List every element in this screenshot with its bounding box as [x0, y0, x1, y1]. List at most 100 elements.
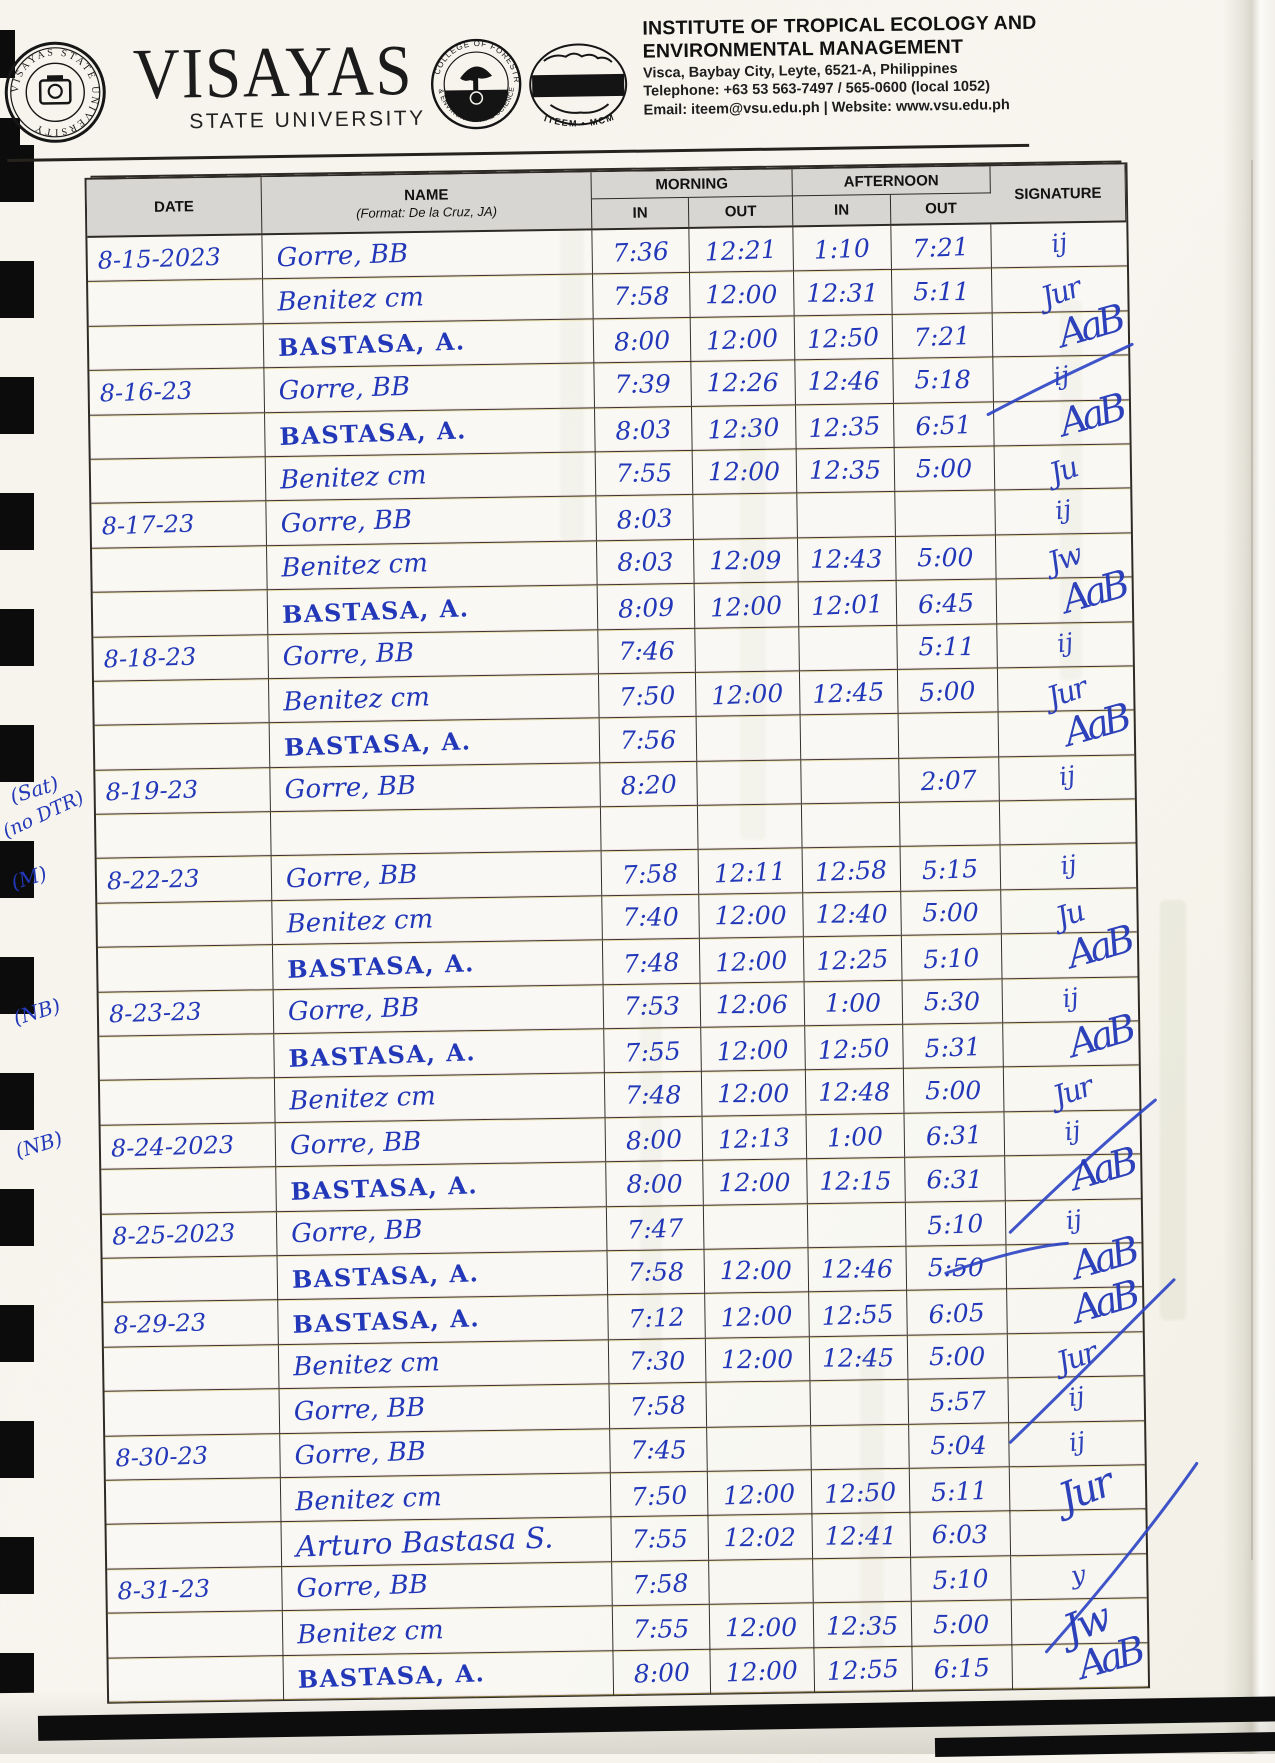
- morning-out-cell: 12:00: [709, 1603, 815, 1651]
- morning-in-value: 7:58: [629, 1390, 687, 1422]
- header-out-label: OUT: [925, 199, 958, 218]
- afternoon-in-value: 12:31: [806, 278, 879, 308]
- morning-out-cell: [695, 626, 800, 672]
- signature-cell: Jur: [1004, 1066, 1140, 1114]
- afternoon-out-value: 5:04: [930, 1430, 988, 1460]
- name-cell: BASTASA, A.: [269, 718, 601, 768]
- afternoon-in-cell: 12:25: [803, 936, 903, 982]
- afternoon-in-cell: 12:46: [808, 1246, 908, 1293]
- morning-in-cell: 7:58: [607, 1249, 706, 1296]
- date-value: 8-24-2023: [110, 1130, 235, 1163]
- morning-in-cell: 7:58: [612, 1560, 710, 1606]
- morning-out-cell: 12:00: [701, 1070, 807, 1116]
- morning-in-cell: 8:20: [600, 761, 698, 807]
- date-value: 8-29-23: [113, 1308, 207, 1340]
- signature-scrawl: ij: [1054, 627, 1075, 659]
- morning-in-value: 7:30: [628, 1346, 686, 1376]
- morning-out-value: 12:26: [707, 368, 780, 398]
- name-cell: Gorre, BB: [280, 1428, 611, 1478]
- date-cell: [90, 457, 267, 504]
- header-signature-label: SIGNATURE: [1014, 184, 1102, 203]
- date-cell: [92, 545, 268, 592]
- afternoon-out-value: 6:51: [915, 410, 973, 442]
- date-cell: [108, 1655, 285, 1703]
- morning-out-value: 12:00: [711, 678, 785, 711]
- date-cell: (Sat) 8-19-23: [7, 767, 271, 814]
- morning-out-value: 12:00: [720, 1300, 794, 1333]
- afternoon-in-value: 12:45: [812, 677, 886, 710]
- afternoon-in-value: 12:40: [815, 899, 889, 929]
- svg-text:VISAYAS STATE UNIVERSITY: VISAYAS STATE UNIVERSITY: [9, 46, 101, 138]
- morning-out-value: 12:13: [717, 1122, 791, 1155]
- name-value: BASTASA, A.: [291, 1258, 480, 1295]
- morning-out-cell: [709, 1558, 814, 1604]
- signature-cell: Jur: [1010, 1460, 1146, 1521]
- header-afternoon: AFTERNOON: [792, 166, 991, 197]
- signature-cell: AaB: [999, 696, 1135, 757]
- morning-out-value: 12:11: [713, 856, 788, 889]
- afternoon-out-cell: 5:11: [897, 623, 998, 669]
- afternoon-in-cell: 12:35: [795, 403, 895, 449]
- signature-cell: ij: [999, 755, 1135, 800]
- morning-in-cell: 7:58: [601, 850, 700, 896]
- afternoon-out-cell: 6:03: [910, 1511, 1012, 1557]
- morning-out-value: 12:06: [716, 989, 789, 1020]
- name-value: Benitez cm: [276, 282, 425, 318]
- name-cell: BASTASA, A.: [276, 1162, 607, 1212]
- morning-in-value: 7:55: [631, 1523, 688, 1554]
- morning-in-value: 7:55: [615, 458, 673, 488]
- afternoon-out-cell: [898, 712, 1000, 759]
- afternoon-out-value: 7:21: [913, 321, 972, 353]
- margin-note: (M): [8, 861, 50, 895]
- header-name: NAME (Format: De la Cruz, JA): [261, 172, 593, 234]
- morning-in-cell: 8:03: [596, 539, 695, 585]
- signature-cell: AaB: [1012, 1628, 1148, 1689]
- morning-in-value: 7:46: [618, 636, 675, 666]
- name-value: Gorre, BB: [293, 1392, 426, 1428]
- signature-cell: ij: [1001, 844, 1137, 889]
- morning-out-cell: 12:00: [703, 1159, 808, 1205]
- date-cell: (NB) 8-23-23: [10, 989, 275, 1036]
- afternoon-out-value: 6:31: [925, 1119, 983, 1152]
- afternoon-in-value: 12:50: [817, 1032, 891, 1065]
- table-body: 8-15-2023 Gorre, BB 7:36 12:21 1:10 7:21…: [0, 222, 1148, 1703]
- morning-out-cell: 12:26: [691, 360, 796, 406]
- name-value: Benitez cm: [288, 1081, 437, 1117]
- morning-in-cell: 7:30: [608, 1338, 707, 1384]
- afternoon-out-cell: 2:07: [899, 757, 1000, 802]
- afternoon-out-cell: 5:10: [901, 934, 1003, 981]
- afternoon-out-cell: 5:50: [906, 1245, 1008, 1291]
- afternoon-out-cell: 5:00: [903, 1067, 1005, 1113]
- afternoon-in-cell: 12:50: [805, 1024, 904, 1071]
- morning-out-cell: [706, 1381, 812, 1427]
- bleed-through-artifact: [860, 1350, 884, 1650]
- morning-in-value: 8:20: [619, 769, 678, 801]
- morning-out-cell: [703, 1203, 809, 1249]
- morning-out-value: 12:00: [715, 945, 789, 978]
- morning-out-cell: 12:00: [695, 671, 801, 717]
- afternoon-in-value: 12:50: [806, 322, 881, 355]
- header-signature: SIGNATURE: [990, 164, 1127, 223]
- date-cell: [99, 1034, 275, 1081]
- afternoon-in-cell: 12:58: [802, 847, 902, 893]
- morning-out-value: 12:00: [720, 1256, 793, 1286]
- date-cell: [99, 1078, 276, 1125]
- name-cell: BASTASA, A.: [272, 940, 604, 990]
- signature-scrawl: ij: [1065, 1381, 1086, 1413]
- signature-cell: AaB: [1003, 1006, 1139, 1067]
- afternoon-out-value: 5:10: [927, 1208, 985, 1240]
- morning-out-cell: [697, 759, 802, 805]
- morning-in-value: 8:03: [616, 502, 674, 535]
- name-value: Gorre, BB: [295, 1569, 429, 1605]
- afternoon-in-cell: 12:31: [793, 270, 893, 316]
- name-cell: Gorre, BB: [273, 984, 605, 1034]
- afternoon-out-cell: 5:00: [895, 535, 997, 580]
- signature-scrawl: y: [1069, 1559, 1088, 1591]
- afternoon-out-cell: [895, 490, 996, 536]
- header-afternoon-out: OUT: [891, 193, 991, 223]
- date-value: 8-16-23: [99, 376, 193, 408]
- morning-in-value: 7:55: [632, 1613, 690, 1644]
- date-cell: [92, 590, 269, 637]
- morning-in-value: 7:47: [626, 1213, 684, 1245]
